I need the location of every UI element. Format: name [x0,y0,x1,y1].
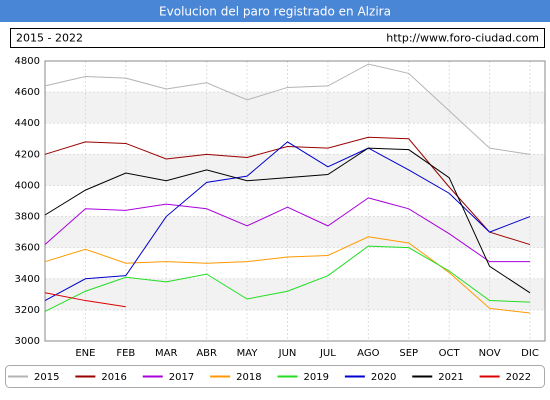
grid-band [45,278,545,310]
legend-label: 2019 [304,372,329,383]
x-tick-label: ABR [196,348,217,359]
y-tick-label: 4200 [15,149,40,160]
series-line [44,245,531,312]
x-tick-label: SEP [399,348,418,359]
series-line [44,63,531,155]
legend-box [5,365,545,388]
y-tick-label: 4000 [15,180,40,191]
series-line [44,141,531,301]
subtitle-box [10,28,545,48]
legend-label: 2015 [34,372,59,383]
legend-label: 2016 [101,372,126,383]
subtitle: 2015 - 2022 [16,32,83,45]
series-line [44,147,531,294]
y-tick-label: 3800 [15,212,40,223]
y-tick-label: 4400 [15,118,40,129]
y-tick-label: 3600 [15,243,40,254]
y-tick-label: 3000 [15,336,40,347]
x-tick-label: JUN [278,348,297,359]
x-tick-label: DIC [521,348,539,359]
y-tick-label: 4600 [15,87,40,98]
y-tick-label: 3200 [15,305,40,316]
chart-title: Evolucion del paro registrado en Alzira [159,5,391,19]
legend-label: 2021 [438,372,463,383]
x-tick-label: MAR [155,348,177,359]
title-bar [0,0,550,22]
legend-label: 2017 [169,372,194,383]
y-tick-label: 4800 [15,56,40,67]
y-tick-label: 3400 [15,274,40,285]
x-tick-label: JUL [319,348,336,359]
series-line [44,292,126,308]
grid-band [45,92,545,124]
series-line [44,136,531,246]
legend-label: 2020 [371,372,396,383]
series-line [44,236,531,314]
x-tick-label: AGO [357,348,379,359]
x-tick-label: MAY [237,348,259,359]
x-tick-label: NOV [479,348,501,359]
source: http://www.foro-ciudad.com [386,32,539,45]
series-line [44,197,530,263]
x-tick-label: ENE [75,348,95,359]
x-tick-label: FEB [116,348,135,359]
grid-band [45,216,545,248]
legend-label: 2022 [506,372,531,383]
x-tick-label: OCT [439,348,461,359]
grid-band [45,154,545,186]
legend-label: 2018 [236,372,261,383]
plot-frame [44,60,546,342]
